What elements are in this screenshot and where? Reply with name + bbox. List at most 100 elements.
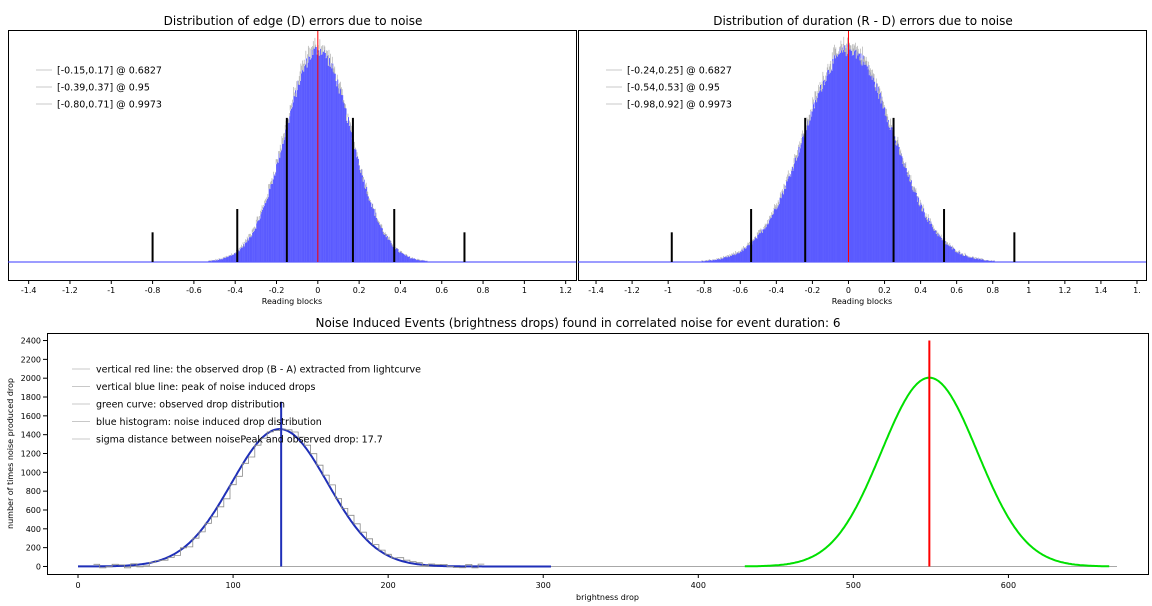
hist-bar xyxy=(702,260,704,262)
hist-bar xyxy=(401,253,403,262)
hist-bar xyxy=(257,221,259,262)
hist-bar xyxy=(814,100,816,262)
hist-bar xyxy=(831,70,833,262)
hist-bar xyxy=(866,64,868,262)
hist-bar xyxy=(889,129,891,262)
hist-bar xyxy=(373,209,375,262)
hist-bar xyxy=(889,127,891,263)
hist-bar xyxy=(209,260,211,262)
hist-bar xyxy=(231,255,233,262)
hist-bar xyxy=(895,144,897,262)
legend-entry-2: [-0.39,0.37] @ 0.95 xyxy=(57,83,150,94)
hist-bar xyxy=(967,257,969,262)
x-tick-label: 0 xyxy=(75,581,80,590)
hist-bar xyxy=(845,56,847,262)
hist-bar xyxy=(758,233,760,262)
hist-bar xyxy=(921,211,923,262)
hist-bar xyxy=(737,253,739,262)
hist-bar xyxy=(978,258,980,262)
hist-bar xyxy=(799,152,801,262)
hist-bar xyxy=(415,259,417,262)
hist-bar xyxy=(897,144,899,262)
hist-bar xyxy=(328,65,330,262)
hist-bar xyxy=(735,252,737,262)
hist-bar xyxy=(309,56,311,262)
hist-bar xyxy=(287,119,289,262)
hist-bar xyxy=(328,58,330,262)
hist-bar xyxy=(752,240,754,262)
hist-bar xyxy=(796,160,798,262)
hist-bar xyxy=(890,126,892,262)
hist-bar xyxy=(988,260,990,262)
hist-bar xyxy=(819,84,821,262)
hist-bar xyxy=(408,256,410,262)
hist-bar xyxy=(757,234,759,262)
hist-bar xyxy=(405,254,407,262)
hist-bar xyxy=(265,203,267,262)
hist-bar xyxy=(270,184,272,262)
hist-bar xyxy=(333,71,335,262)
hist-bar xyxy=(838,54,840,262)
hist-bar xyxy=(734,254,736,262)
hist-bar xyxy=(271,183,273,262)
hist-bar xyxy=(717,259,719,262)
hist-bar xyxy=(965,255,967,262)
hist-bar xyxy=(786,181,788,262)
x-tick-label: 0 xyxy=(846,286,851,295)
hist-bar xyxy=(297,80,299,262)
hist-bar xyxy=(814,108,816,262)
hist-bar xyxy=(314,48,316,262)
hist-bar xyxy=(870,76,872,262)
hist-bar xyxy=(404,255,406,262)
hist-bar xyxy=(910,182,912,262)
hist-bar xyxy=(266,200,268,262)
hist-bar xyxy=(732,255,734,262)
hist-bar xyxy=(899,154,901,262)
hist-bar xyxy=(722,258,724,262)
hist-bar xyxy=(385,234,387,262)
hist-bar xyxy=(846,53,848,263)
hist-bar xyxy=(790,176,792,262)
hist-bar xyxy=(400,251,402,262)
hist-bar xyxy=(306,67,308,262)
hist-bar xyxy=(946,243,948,262)
hist-bar xyxy=(723,257,725,262)
x-tick-label: 1 xyxy=(1026,286,1031,295)
hist-bar xyxy=(982,259,984,262)
chart3-plot: 0200400600800100012001400160018002000220… xyxy=(6,333,1149,602)
hist-bar xyxy=(840,52,842,262)
hist-bar xyxy=(977,258,979,262)
hist-bar xyxy=(902,163,904,262)
hist-bar xyxy=(817,93,819,262)
hist-bar xyxy=(284,137,286,262)
hist-bar xyxy=(874,81,876,262)
hist-bar xyxy=(774,209,776,262)
hist-bar xyxy=(990,260,992,262)
hist-bar xyxy=(761,229,763,262)
hist-bar xyxy=(746,246,748,262)
hist-bar xyxy=(381,228,383,262)
hist-bar xyxy=(975,259,977,262)
hist-bar xyxy=(839,48,841,262)
hist-bar xyxy=(728,256,730,262)
hist-bar xyxy=(936,234,938,262)
plot-frame xyxy=(578,30,1147,281)
hist-bar xyxy=(716,258,718,262)
hist-bar xyxy=(838,54,840,262)
hist-bar xyxy=(964,254,966,262)
hist-bar xyxy=(298,84,300,262)
hist-bar xyxy=(229,255,231,262)
hist-bar xyxy=(402,253,404,262)
histogram xyxy=(207,37,429,263)
hist-bar xyxy=(707,260,709,262)
hist-bar xyxy=(243,246,245,262)
hist-bar xyxy=(729,255,731,262)
y-axis-label: number of times noise produced drop xyxy=(6,378,15,529)
hist-bar xyxy=(295,90,297,262)
hist-bar xyxy=(275,172,277,262)
hist-bar xyxy=(221,259,223,262)
hist-bar xyxy=(344,107,346,263)
hist-bar xyxy=(905,168,907,262)
hist-bar xyxy=(781,198,783,262)
hist-bar xyxy=(227,256,229,262)
